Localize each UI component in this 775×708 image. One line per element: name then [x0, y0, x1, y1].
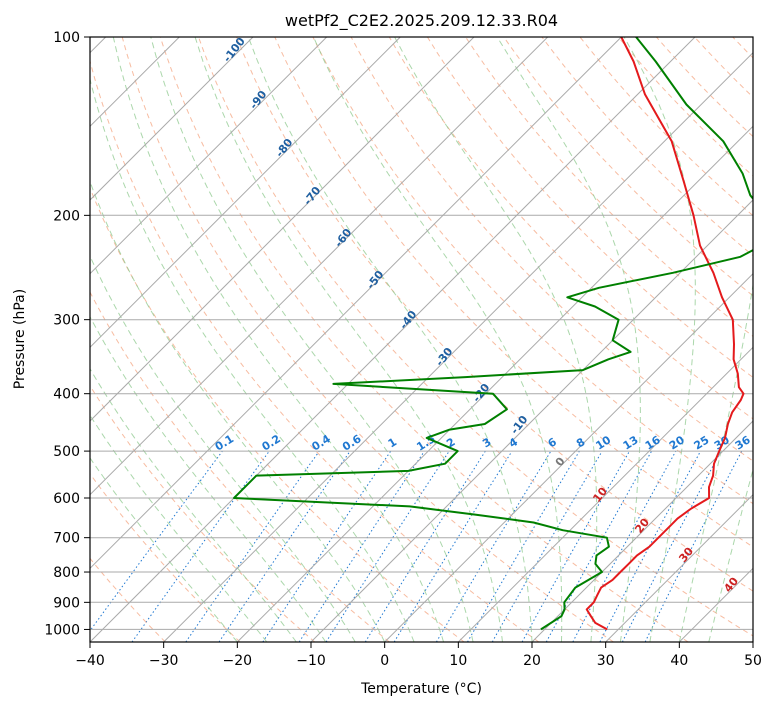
- mixing-ratio-line: [218, 450, 351, 642]
- isotherm-line: [90, 37, 401, 349]
- series: [233, 37, 753, 631]
- isotherm-line: [236, 125, 753, 642]
- gridlines: [90, 37, 753, 642]
- x-tick-label: 10: [449, 653, 467, 669]
- moist-adiabat-line: [90, 315, 327, 642]
- isotherm-line: [90, 37, 622, 570]
- moist-adiabat-line: [90, 457, 238, 642]
- y-tick-label: 200: [53, 208, 80, 224]
- x-tick-label: 30: [597, 653, 615, 669]
- dry-adiabat-line: [90, 186, 465, 642]
- x-tick-label: 0: [380, 653, 389, 669]
- y-tick-label: 700: [53, 531, 80, 547]
- x-tick-label: −40: [75, 653, 105, 669]
- y-tick-label: 1000: [44, 622, 80, 638]
- plot-frame: [89, 36, 754, 643]
- isotherm-line: [90, 37, 328, 275]
- mixing-ratio-line: [325, 450, 450, 642]
- dry-adiabat-line: [90, 59, 540, 642]
- isotherm-line: [90, 37, 475, 422]
- mixing-ratio-line: [90, 450, 223, 632]
- isotherm-line: [531, 420, 753, 642]
- mixing-ratio-line: [364, 450, 486, 642]
- mixing-ratio-line: [572, 450, 677, 642]
- x-axis-title: Temperature (°C): [360, 681, 482, 697]
- y-axis: 100 200 300 400 500 600 700 800 900 1000: [44, 30, 90, 638]
- dry-adiabat-line: [90, 384, 316, 642]
- moist-adiabat-line: [313, 37, 563, 642]
- moist-adiabat-line: [623, 37, 696, 642]
- x-tick-label: 20: [523, 653, 541, 669]
- moist-adiabat-line: [150, 37, 474, 642]
- y-tick-label: 300: [53, 313, 80, 329]
- y-tick-label: 400: [53, 387, 80, 403]
- x-tick-label: 50: [744, 653, 762, 669]
- mixing-ratio-line: [393, 450, 513, 642]
- moist-adiabat-line: [90, 367, 297, 642]
- isotherm-line: [90, 37, 696, 642]
- moist-adiabat-line: [90, 254, 356, 642]
- isotherm-line: [384, 272, 753, 642]
- dry-adiabat-line: [90, 472, 241, 642]
- y-tick-label: 500: [53, 444, 80, 460]
- isotherm-line: [605, 493, 753, 642]
- dewpoint-line: [233, 37, 753, 631]
- mixing-ratio-line: [521, 450, 630, 642]
- x-tick-label: 40: [670, 653, 688, 669]
- dry-adiabat-line: [198, 37, 753, 637]
- mixing-ratio-line: [435, 450, 552, 642]
- mixing-ratio-line: [491, 450, 603, 642]
- y-axis-title: Pressure (hPa): [12, 289, 28, 389]
- dry-adiabat-line: [121, 37, 614, 642]
- y-tick-label: 100: [53, 30, 80, 46]
- isotherm-line: [163, 51, 753, 642]
- moist-adiabat-line: [496, 37, 641, 642]
- x-axis: −40 −30 −20 −10 0 10 20 30 40 50: [75, 642, 762, 669]
- dry-adiabat-line: [90, 291, 390, 642]
- moist-adiabat-line: [112, 37, 445, 642]
- mixing-ratio-line: [131, 450, 270, 642]
- y-tick-label: 900: [53, 595, 80, 611]
- isotherm-line: [90, 37, 254, 201]
- moist-adiabat-line: [247, 37, 533, 642]
- chart-title: wetPf2_C2E2.2025.209.12.33.R04: [285, 11, 558, 31]
- mixing-ratio-line: [185, 450, 320, 642]
- y-tick-label: 600: [53, 491, 80, 507]
- x-tick-label: −30: [149, 653, 179, 669]
- moist-adiabat-line: [194, 37, 503, 642]
- moist-adiabat-line: [90, 76, 415, 642]
- moist-adiabat-line: [678, 282, 753, 642]
- x-tick-label: −10: [296, 653, 326, 669]
- isotherm-line: [457, 346, 753, 642]
- temperature-line: [585, 37, 745, 631]
- background-lines: [90, 37, 753, 642]
- x-tick-label: −20: [223, 653, 253, 669]
- dry-adiabat-line: [236, 37, 753, 592]
- dry-adiabat-line: [350, 37, 753, 462]
- dry-adiabat-line: [312, 37, 753, 505]
- isotherm-line: [90, 37, 549, 496]
- moist-adiabat-line: [90, 414, 268, 642]
- mixing-ratio-line: [467, 450, 580, 642]
- y-tick-label: 800: [53, 565, 80, 581]
- moist-adiabat-line: [708, 467, 753, 642]
- dry-adiabat-line: [159, 37, 689, 642]
